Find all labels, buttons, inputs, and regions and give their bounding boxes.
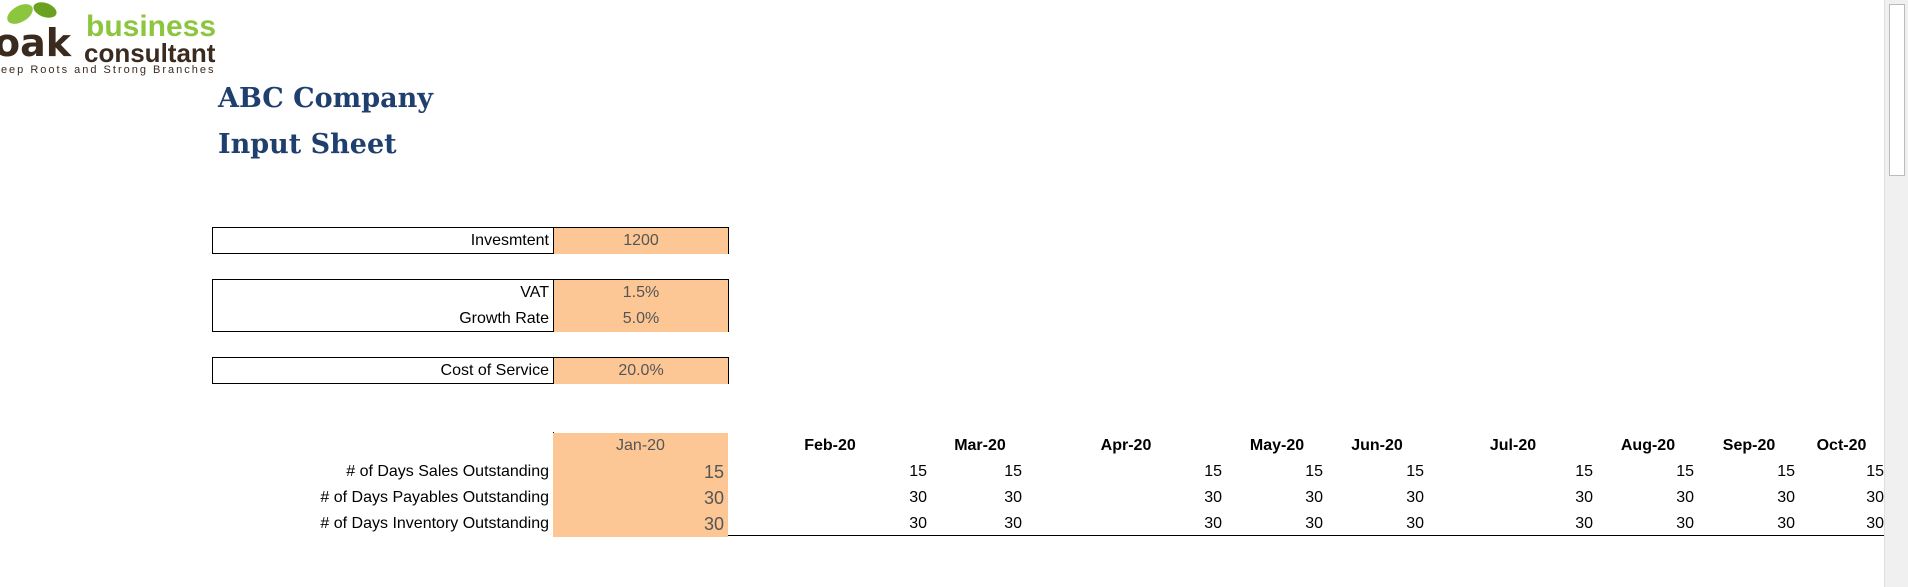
row-value[interactable]: 30 bbox=[1575, 515, 1593, 532]
input-label: Invesmtent bbox=[470, 232, 549, 249]
logo-name: business bbox=[86, 10, 217, 43]
row-value[interactable]: 15 bbox=[1406, 463, 1424, 480]
month-header: Jun-20 bbox=[1351, 437, 1403, 454]
row-value[interactable]: 30 bbox=[1204, 489, 1222, 506]
scroll-thumb[interactable] bbox=[1889, 4, 1905, 176]
svg-text:oak: oak bbox=[0, 21, 72, 60]
input-box bbox=[212, 227, 729, 254]
row-value[interactable]: 30 bbox=[1406, 489, 1424, 506]
input-label: Cost of Service bbox=[440, 362, 549, 379]
title: ABC Company bbox=[218, 83, 433, 114]
row-value[interactable]: 30 bbox=[1004, 515, 1022, 532]
row-value[interactable]: 15 bbox=[1866, 463, 1884, 480]
row-value[interactable]: 30 bbox=[553, 485, 728, 511]
input-value[interactable]: 1200 bbox=[553, 228, 728, 254]
month-header: Aug-20 bbox=[1620, 437, 1676, 454]
row-value[interactable]: 30 bbox=[1204, 515, 1222, 532]
month-header: Mar-20 bbox=[954, 437, 1006, 454]
row-value[interactable]: 15 bbox=[909, 463, 927, 480]
month-header: Apr-20 bbox=[1100, 437, 1152, 454]
month-header[interactable]: Jan-20 bbox=[553, 433, 728, 459]
row-value[interactable]: 15 bbox=[1777, 463, 1795, 480]
input-label: VAT bbox=[520, 284, 549, 301]
row-value[interactable]: 30 bbox=[553, 511, 728, 537]
subtitle: Input Sheet bbox=[218, 129, 397, 160]
row-value[interactable]: 15 bbox=[1305, 463, 1323, 480]
input-box bbox=[212, 279, 729, 332]
row-label: # of Days Sales Outstanding bbox=[346, 463, 549, 480]
input-value[interactable]: 5.0% bbox=[553, 306, 728, 332]
row-value[interactable]: 30 bbox=[1777, 515, 1795, 532]
input-box bbox=[212, 357, 729, 384]
month-header: May-20 bbox=[1249, 437, 1305, 454]
input-value[interactable]: 1.5% bbox=[553, 280, 728, 306]
month-header: Feb-20 bbox=[804, 437, 856, 454]
row-value[interactable]: 30 bbox=[1866, 489, 1884, 506]
row-value[interactable]: 30 bbox=[1575, 489, 1593, 506]
row-value[interactable]: 30 bbox=[1676, 515, 1694, 532]
row-value[interactable]: 30 bbox=[1866, 515, 1884, 532]
row-value[interactable]: 15 bbox=[1575, 463, 1593, 480]
row-value[interactable]: 30 bbox=[1777, 489, 1795, 506]
logo-subname: consultant bbox=[84, 38, 216, 68]
month-header: Oct-20 bbox=[1816, 437, 1867, 454]
scrollbar[interactable] bbox=[1884, 0, 1908, 587]
logo-leaves: oak bbox=[0, 2, 72, 60]
input-label: Growth Rate bbox=[459, 310, 549, 327]
row-value[interactable]: 30 bbox=[1676, 489, 1694, 506]
row-label: # of Days Payables Outstanding bbox=[320, 489, 549, 506]
row-value[interactable]: 30 bbox=[909, 515, 927, 532]
input-value[interactable]: 20.0% bbox=[553, 358, 728, 384]
logo: oak business consultant Deep Roots and S… bbox=[0, 0, 234, 78]
row-value[interactable]: 15 bbox=[1004, 463, 1022, 480]
logo-tagline: Deep Roots and Strong Branches bbox=[0, 64, 216, 76]
row-label: # of Days Inventory Outstanding bbox=[320, 515, 549, 532]
row-value[interactable]: 15 bbox=[553, 459, 728, 485]
row-value[interactable]: 30 bbox=[1406, 515, 1424, 532]
row-value[interactable]: 30 bbox=[1305, 515, 1323, 532]
row-value[interactable]: 30 bbox=[1305, 489, 1323, 506]
row-value[interactable]: 30 bbox=[1004, 489, 1022, 506]
month-header: Jul-20 bbox=[1489, 437, 1537, 454]
row-value[interactable]: 15 bbox=[1676, 463, 1694, 480]
row-value[interactable]: 30 bbox=[909, 489, 927, 506]
row-value[interactable]: 15 bbox=[1204, 463, 1222, 480]
month-header: Sep-20 bbox=[1722, 437, 1776, 454]
